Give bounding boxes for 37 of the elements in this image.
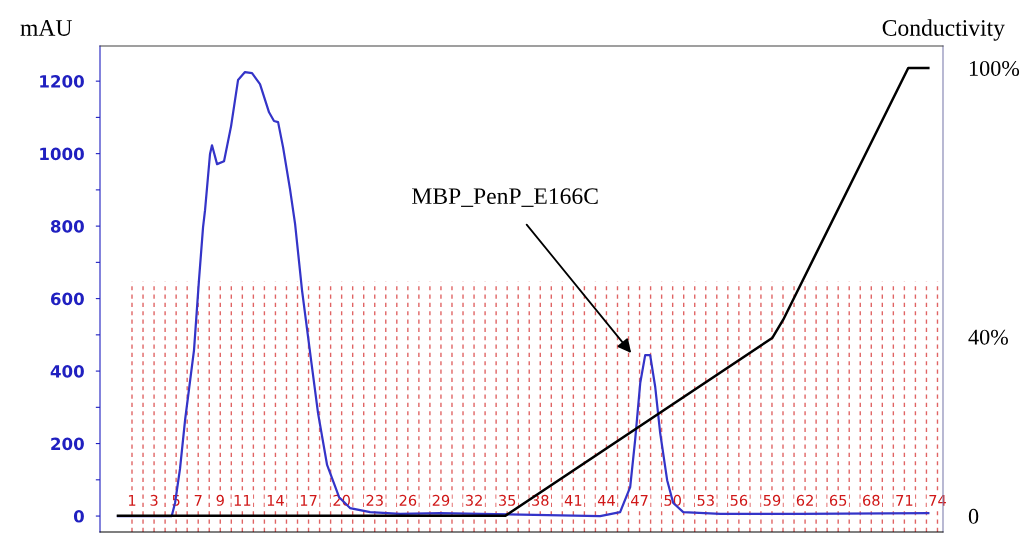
y-tick-label: 400	[50, 365, 84, 378]
ref-line-label: 35	[498, 494, 516, 506]
ref-line-label: 23	[366, 494, 383, 506]
y-tick-label: 200	[51, 437, 84, 451]
y-tick-label: 600	[50, 292, 84, 306]
y-tick-label: 0	[73, 510, 84, 523]
y-axis-title: mAU	[20, 20, 72, 36]
ref-line-label: 9	[216, 494, 224, 506]
ref-line-label: 38	[532, 494, 549, 506]
ref-line-label: 14	[267, 495, 284, 506]
y-tick-label: 800	[50, 220, 84, 233]
ref-line-label: 65	[829, 494, 847, 506]
ref-line-label: 68	[863, 494, 880, 506]
y2-tick-label: 40%	[968, 329, 1008, 345]
ref-line-label: 47	[631, 495, 648, 506]
ref-line-label: 74	[929, 495, 946, 506]
y-tick-label: 1200	[40, 75, 84, 88]
ref-line-label: 11	[234, 495, 251, 506]
ref-line-label: 3	[150, 494, 158, 506]
y-tick-label: 1000	[40, 147, 84, 161]
y2-axis-title: Conductivity	[882, 19, 1005, 41]
ref-line-label: 26	[399, 494, 417, 506]
ref-line-label: 7	[194, 495, 202, 506]
ref-line-label: 62	[796, 494, 813, 506]
ref-line-label: 29	[432, 494, 450, 506]
y2-tick-label: 100%	[969, 60, 1020, 76]
ref-line-label: 17	[300, 495, 317, 506]
annotation: MBP_PenP_E166C	[412, 188, 598, 207]
ref-line-label: 53	[697, 494, 714, 506]
ref-line-label: 71	[896, 495, 913, 506]
ref-line-label: 59	[763, 494, 781, 506]
ref-line-label: 41	[564, 495, 582, 506]
ref-line-label: 32	[465, 494, 482, 506]
y2-tick-label: 0	[968, 508, 979, 524]
ref-line-label: 1	[128, 495, 136, 506]
ref-line-label: 56	[730, 494, 748, 506]
ref-line-label: 44	[597, 495, 615, 506]
